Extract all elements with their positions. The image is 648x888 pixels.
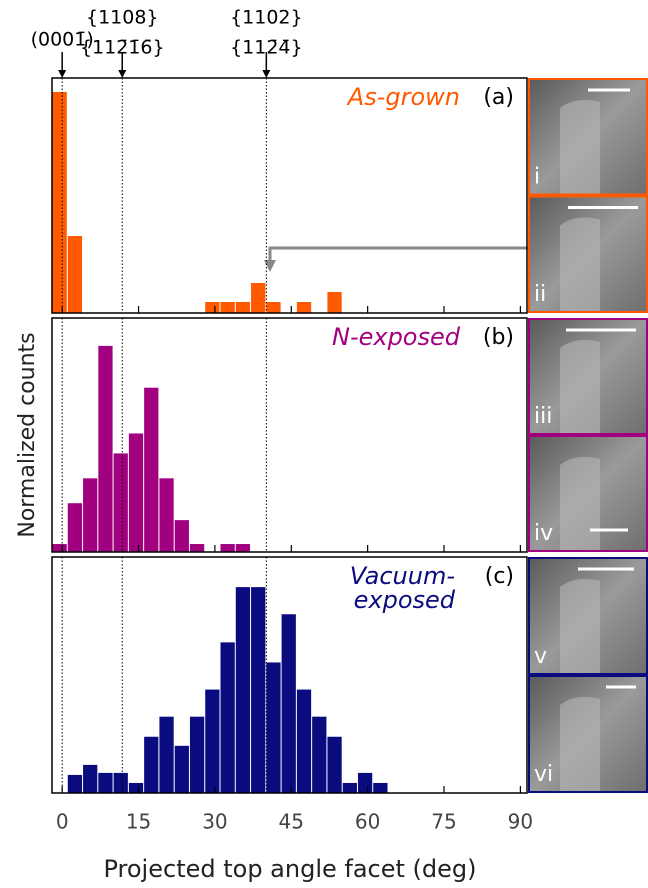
bar [52, 92, 67, 313]
panel-letter: (c) [485, 564, 514, 589]
bar [159, 716, 174, 793]
bar [235, 587, 251, 793]
x-tick-label: 45 [279, 810, 304, 834]
panel-title: N-exposed [332, 323, 461, 351]
bar [128, 782, 144, 793]
bar [296, 689, 312, 793]
x-tick-label: 15 [126, 810, 151, 834]
bar [220, 642, 235, 793]
bar [220, 302, 235, 313]
image-label: iv [534, 521, 553, 546]
facet-label: {112̄4̄} [230, 37, 303, 59]
callout-arrow-head [264, 260, 276, 272]
bar [373, 782, 388, 793]
bar [144, 736, 159, 793]
panel-title: As-grown [346, 83, 460, 111]
bar [235, 544, 251, 552]
bar [83, 764, 98, 793]
bar [220, 544, 235, 552]
x-tick-label: 60 [355, 810, 380, 834]
sem-pillar [560, 217, 600, 311]
sem-pillar [560, 340, 600, 433]
panel-letter: (b) [483, 325, 514, 350]
bar [113, 453, 128, 552]
bar [144, 387, 159, 552]
bar [67, 774, 83, 793]
bar [235, 302, 251, 313]
x-tick-label: 75 [431, 810, 456, 834]
bar [205, 302, 220, 313]
x-tick-label: 90 [508, 810, 533, 834]
bar [296, 302, 312, 313]
sem-pillar [560, 579, 600, 673]
plot-frame [51, 556, 528, 794]
plot-frame [51, 317, 528, 553]
facet-arrow-head [58, 70, 67, 78]
image-label: v [534, 644, 547, 669]
bar [98, 345, 113, 552]
panel-letter: (a) [483, 85, 514, 110]
sem-pillar [560, 100, 600, 194]
image-label: i [534, 165, 540, 190]
facet-label: {1102} [230, 7, 303, 29]
facet-arrow-head [262, 70, 271, 78]
bar [67, 503, 83, 552]
bar [98, 772, 113, 793]
x-tick-label: 0 [56, 810, 69, 834]
sem-pillar [560, 457, 600, 550]
bar [174, 745, 189, 793]
facet-label: {112̄1̄6̄} [80, 37, 165, 59]
image-label: vi [534, 762, 553, 787]
x-axis-label: Projected top angle facet (deg) [103, 855, 476, 883]
sem-pillar [560, 697, 600, 791]
bar [67, 236, 83, 313]
bar [251, 587, 266, 793]
bar [357, 772, 373, 793]
bar [174, 520, 189, 552]
bar [189, 544, 205, 552]
bar [342, 782, 357, 793]
facet-label: (0001̄) [31, 29, 94, 51]
bar [281, 614, 296, 793]
image-label: ii [534, 282, 546, 307]
bar [327, 736, 342, 793]
facet-arrow-head [118, 70, 127, 78]
bar [52, 544, 67, 552]
bar [266, 662, 281, 793]
bar [189, 716, 205, 793]
bar [113, 772, 128, 793]
panel-title: Vacuum- [350, 562, 455, 590]
panel-title: exposed [354, 586, 456, 614]
bar [128, 433, 144, 552]
callout-arrow [268, 246, 528, 262]
image-label: iii [534, 404, 552, 429]
facet-label: {1108} [86, 7, 159, 29]
bar [205, 689, 220, 793]
plot-frame [51, 77, 528, 314]
bar [159, 478, 174, 552]
x-tick-label: 30 [202, 810, 227, 834]
bar [312, 716, 327, 793]
bar [266, 302, 281, 313]
bar [83, 478, 98, 552]
bar [251, 283, 266, 313]
bar [327, 292, 342, 313]
y-axis-label: Normalized counts [15, 332, 40, 537]
